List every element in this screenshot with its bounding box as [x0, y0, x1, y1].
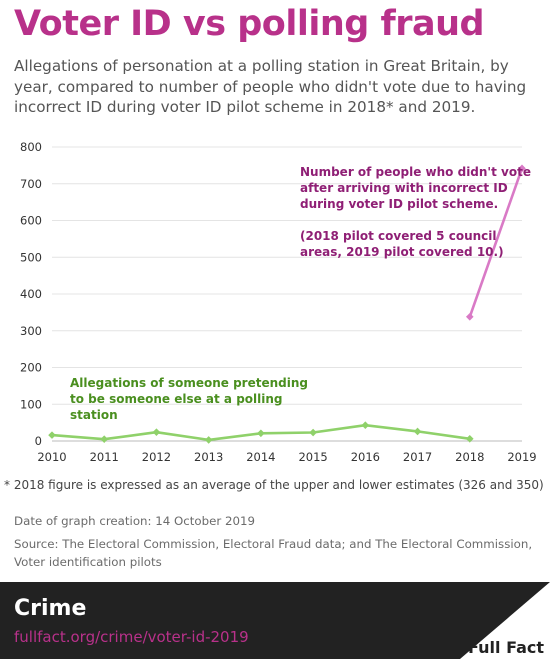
y-tick-label: 800: [20, 140, 42, 154]
data-point: [204, 436, 213, 444]
y-tick-label: 700: [20, 177, 42, 191]
x-tick-label: 2013: [194, 450, 223, 464]
full-fact-logo-text: Full Fact: [468, 638, 544, 657]
x-tick-label: 2010: [37, 450, 66, 464]
y-tick-label: 500: [20, 250, 42, 264]
y-tick-label: 600: [20, 214, 42, 228]
y-tick-label: 300: [20, 324, 42, 338]
data-point: [152, 428, 161, 436]
x-tick-label: 2011: [90, 450, 119, 464]
series-annotation-green: to be someone else at a polling: [70, 392, 283, 406]
creation-date: Date of graph creation: 14 October 2019: [14, 514, 255, 528]
y-tick-label: 200: [20, 361, 42, 375]
series-annotation-pink: after arriving with incorrect ID: [300, 181, 508, 195]
series-annotation-pink: areas, 2019 pilot covered 10.): [300, 245, 504, 259]
footer: Crime fullfact.org/crime/voter-id-2019 F…: [0, 582, 550, 659]
series-line-2: [468, 167, 524, 318]
y-tick-label: 0: [35, 434, 42, 448]
x-tick-label: 2015: [298, 450, 327, 464]
series-annotation-green: station: [70, 408, 118, 422]
data-point: [100, 435, 109, 443]
data-point: [361, 421, 370, 429]
data-point: [257, 429, 265, 438]
series-annotation-pink: during voter ID pilot scheme.: [300, 197, 498, 211]
y-tick-label: 100: [20, 397, 42, 411]
page-title: Voter ID vs polling fraud: [14, 4, 485, 44]
data-point: [518, 164, 526, 173]
footer-category-link[interactable]: Crime: [14, 596, 87, 621]
series-annotation-pink: (2018 pilot covered 5 council: [300, 229, 497, 243]
x-tick-label: 2018: [455, 450, 484, 464]
series-annotation-pink: Number of people who didn't vote: [300, 165, 531, 179]
data-point: [309, 428, 317, 437]
x-tick-label: 2017: [403, 450, 432, 464]
footer-url-link[interactable]: fullfact.org/crime/voter-id-2019: [14, 628, 249, 646]
page-subtitle: Allegations of personation at a polling …: [14, 57, 527, 116]
data-point: [413, 427, 422, 436]
y-tick-label: 400: [20, 287, 42, 301]
line-chart: 0 100 200 300 400 500 600 700 800 2010 2011 2012 201…: [20, 140, 537, 464]
data-point: [465, 312, 474, 321]
x-tick-label: 2014: [246, 450, 275, 464]
footnote: * 2018 figure is expressed as an average…: [4, 478, 544, 492]
x-tick-label: 2016: [351, 450, 380, 464]
x-tick-label: 2012: [142, 450, 171, 464]
data-point: [465, 434, 474, 443]
data-point: [48, 431, 56, 439]
x-tick-label: 2019: [507, 450, 536, 464]
series-annotation-green: Allegations of someone pretending: [70, 376, 308, 390]
source-note: Source: The Electoral Commission, Electo…: [14, 537, 533, 569]
full-fact-logo-icon: [460, 582, 550, 659]
